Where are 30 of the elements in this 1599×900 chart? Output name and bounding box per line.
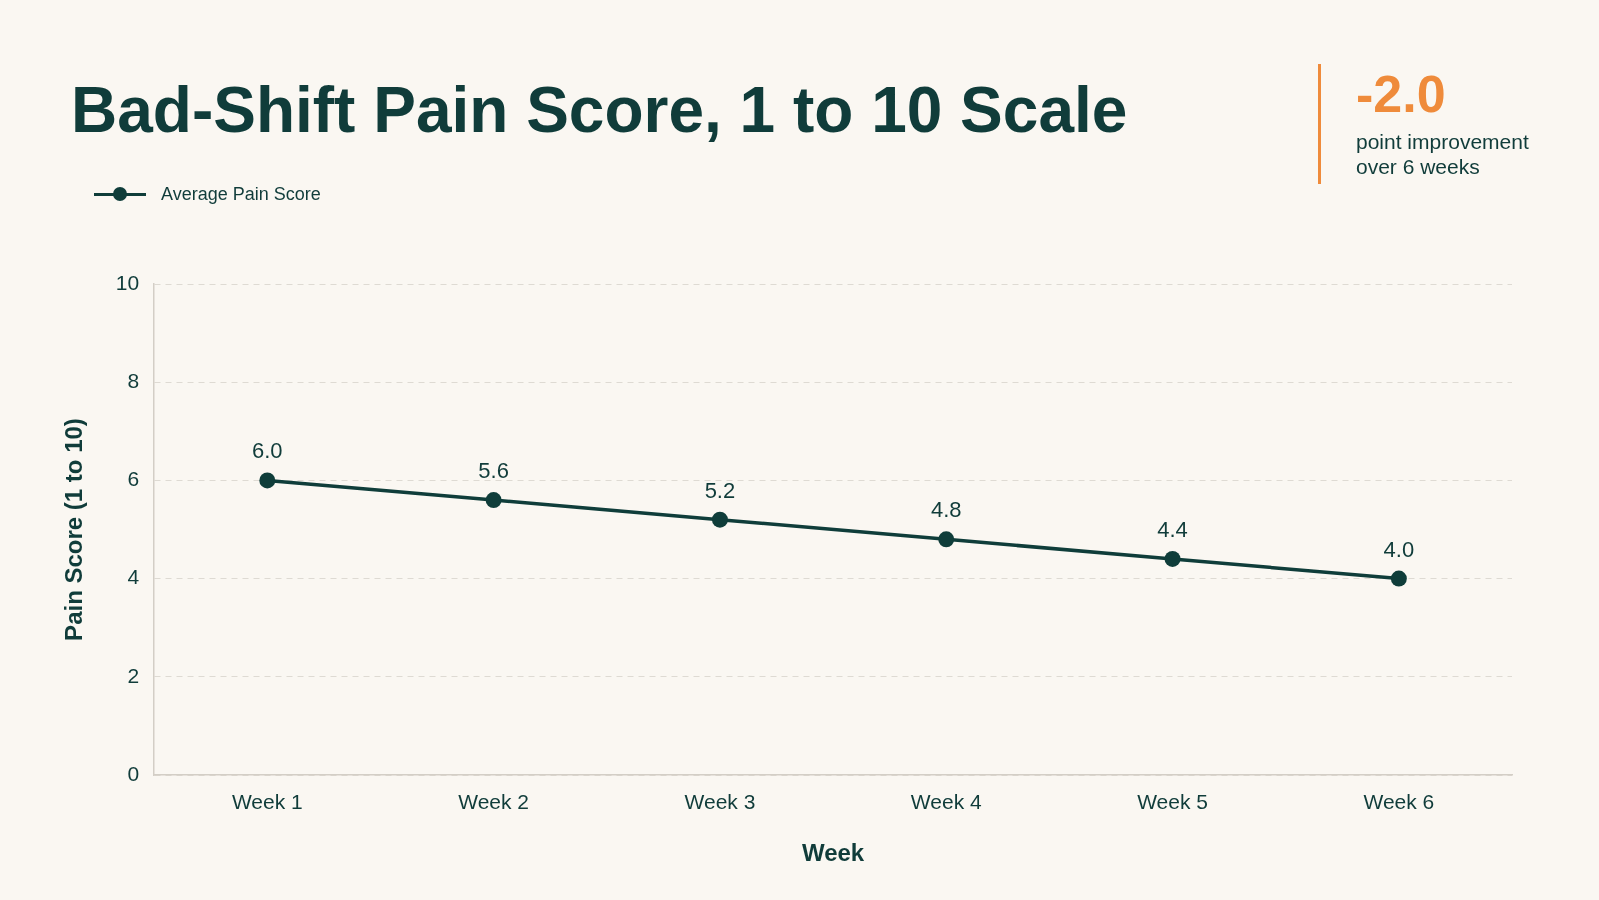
x-tick-label: Week 3: [684, 790, 756, 814]
point: [485, 492, 502, 509]
y-tick-label: 2: [127, 663, 140, 687]
y-axis-title: Pain Score (1 to 10): [60, 418, 88, 641]
chart-title: Bad-Shift Pain Score, 1 to 10 Scale: [71, 74, 1128, 146]
data-label: 4.8: [930, 497, 962, 523]
x-tick-label: Week 4: [910, 790, 982, 814]
data-label: 5.6: [478, 458, 509, 484]
text: -2.0: [1356, 65, 1446, 123]
y-tick-label: 8: [127, 369, 140, 392]
data-label: 4.4: [1157, 516, 1188, 542]
point: [259, 472, 276, 489]
y-tick-label: 6: [127, 467, 140, 491]
data-label: 5.2: [704, 477, 736, 503]
point: [938, 531, 955, 548]
x-tick-label: Week 2: [458, 790, 530, 814]
data-label: 6.0: [252, 438, 283, 464]
y-tick-label: 0: [127, 761, 140, 785]
legend-label: Average Pain Score: [161, 183, 321, 205]
x-axis-title: Week: [801, 839, 865, 867]
point: [711, 511, 728, 528]
data-label: 4.0: [1383, 536, 1415, 562]
x-tick-label: Week 6: [1363, 790, 1435, 814]
y-tick-label: 4: [127, 565, 140, 589]
point: [1390, 570, 1407, 587]
x-tick-label: Week 1: [231, 790, 303, 814]
text: point improvement over 6 weeks: [1356, 129, 1530, 179]
y-tick-label: 10: [115, 270, 140, 294]
point: [1164, 550, 1181, 567]
x-tick-label: Week 5: [1137, 790, 1208, 814]
